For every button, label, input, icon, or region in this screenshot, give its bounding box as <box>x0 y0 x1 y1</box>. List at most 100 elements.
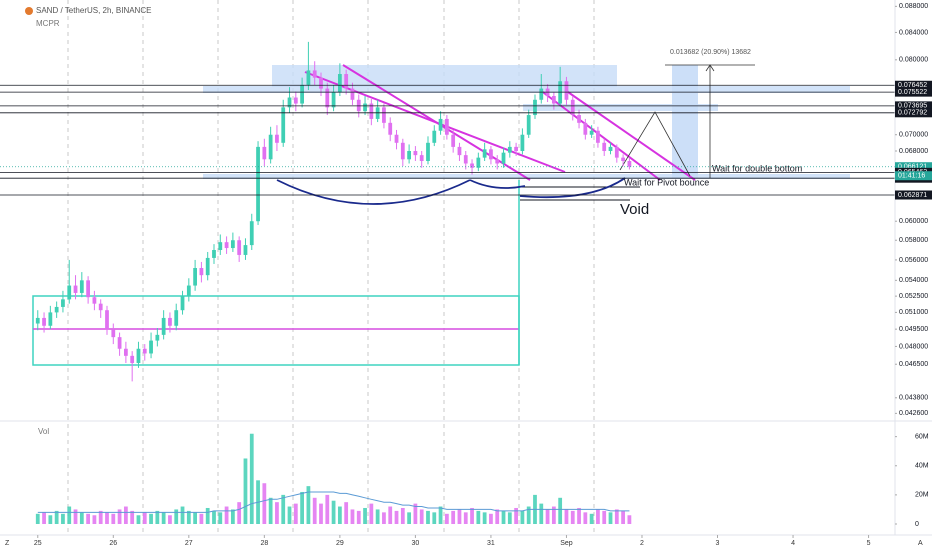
y-tick-label: 0.042600 <box>899 410 928 417</box>
price-label-box <box>895 101 932 111</box>
volume-bar <box>262 483 267 524</box>
volume-bar <box>413 503 418 524</box>
y-tick-label: 0.046500 <box>899 361 928 368</box>
candle-body <box>306 70 311 85</box>
symbol-icon <box>25 7 33 15</box>
volume-bar <box>42 512 46 524</box>
volume-bar <box>407 512 411 524</box>
candle-body <box>539 88 544 100</box>
volume-bar <box>67 506 72 524</box>
candle-body <box>205 257 210 276</box>
price-label-box <box>895 108 932 118</box>
annotation: 0.013682 (20.90%) 13682 <box>670 49 751 56</box>
candle-body <box>583 122 588 135</box>
countdown: 01:41:16 <box>898 173 925 180</box>
candle-body <box>123 348 128 356</box>
volume-bar <box>476 510 481 524</box>
volume-bar <box>501 510 506 524</box>
volume-bar <box>180 506 185 524</box>
y-tick-label: 0.054000 <box>899 277 928 284</box>
candle-body <box>243 245 248 255</box>
volume-bar <box>602 510 607 524</box>
candle-body <box>608 146 613 151</box>
candle-body <box>526 115 531 135</box>
volume-bar <box>281 494 286 524</box>
volume-bar <box>507 512 512 524</box>
candle-body <box>438 118 443 131</box>
volume-tick-label: 40M <box>915 463 929 470</box>
volume-bar <box>608 512 613 524</box>
candle-body <box>589 130 594 135</box>
candle-body <box>627 160 632 167</box>
candle-body <box>350 88 355 100</box>
volume-bar <box>577 507 581 524</box>
y-tick-label: 0.051000 <box>899 309 928 316</box>
candle-body <box>155 334 160 341</box>
candle-body <box>444 118 449 135</box>
volume-bar <box>596 509 600 524</box>
chart-title: SAND / TetherUS, 2h, BINANCE <box>36 6 151 15</box>
y-tick-label: 0.058000 <box>899 237 928 244</box>
volume-bar <box>293 503 298 524</box>
auto-button[interactable]: A <box>918 540 923 547</box>
candle-body <box>614 146 619 158</box>
zone <box>272 65 617 87</box>
candle-body <box>363 103 367 112</box>
candle-body <box>596 130 600 143</box>
candle-body <box>451 134 456 147</box>
zoom-button[interactable]: Z <box>5 540 10 547</box>
candle-body <box>577 115 581 123</box>
volume-bar <box>627 515 632 524</box>
volume-label: Vol <box>38 427 49 436</box>
candle-body <box>551 96 556 104</box>
volume-bar <box>432 512 437 524</box>
x-tick-label: 27 <box>185 540 193 547</box>
y-tick-label: 0.052500 <box>899 293 928 300</box>
candle-body <box>319 77 323 89</box>
x-tick-label: 29 <box>336 540 344 547</box>
candle-body <box>79 280 84 293</box>
volume-bar <box>193 512 198 524</box>
zone <box>203 86 850 93</box>
candle-body <box>470 163 474 168</box>
candle-body <box>161 317 166 335</box>
volume-bar <box>149 513 153 524</box>
volume-bar <box>54 510 59 524</box>
volume-bar <box>243 458 248 524</box>
volume-bar <box>130 510 135 524</box>
volume-bar <box>356 510 361 524</box>
volume-bar <box>526 506 531 524</box>
candle-body <box>337 74 342 93</box>
volume-bar <box>520 510 525 524</box>
candle-body <box>388 122 393 135</box>
volume-bar <box>482 512 487 524</box>
time-axis <box>0 535 932 550</box>
candle-body <box>382 107 386 123</box>
volume-bar <box>444 513 449 524</box>
candle-body <box>86 280 91 298</box>
volume-bar <box>48 515 53 524</box>
y-tick-label: 0.080000 <box>899 57 928 64</box>
candle-body <box>570 99 575 116</box>
volume-bar <box>212 510 216 524</box>
volume-bar <box>224 506 229 524</box>
candle-body <box>256 146 260 222</box>
candle-body <box>457 146 462 156</box>
volume-bar <box>331 500 336 524</box>
y-tick-label: 0.068000 <box>899 148 928 155</box>
volume-bar <box>495 509 500 524</box>
volume-bar <box>249 433 254 524</box>
price-label: 0.073695 <box>898 103 927 110</box>
candle-body <box>117 337 122 349</box>
volume-bar <box>142 512 147 524</box>
candle-body <box>35 317 40 324</box>
candle-body <box>48 312 53 326</box>
y-tick-label: 0.049500 <box>899 326 928 333</box>
y-tick-label: 0.043800 <box>899 395 928 402</box>
candle-body <box>312 70 317 78</box>
volume-bar <box>438 506 443 524</box>
zone <box>523 104 718 111</box>
x-tick-label: 30 <box>412 540 420 547</box>
